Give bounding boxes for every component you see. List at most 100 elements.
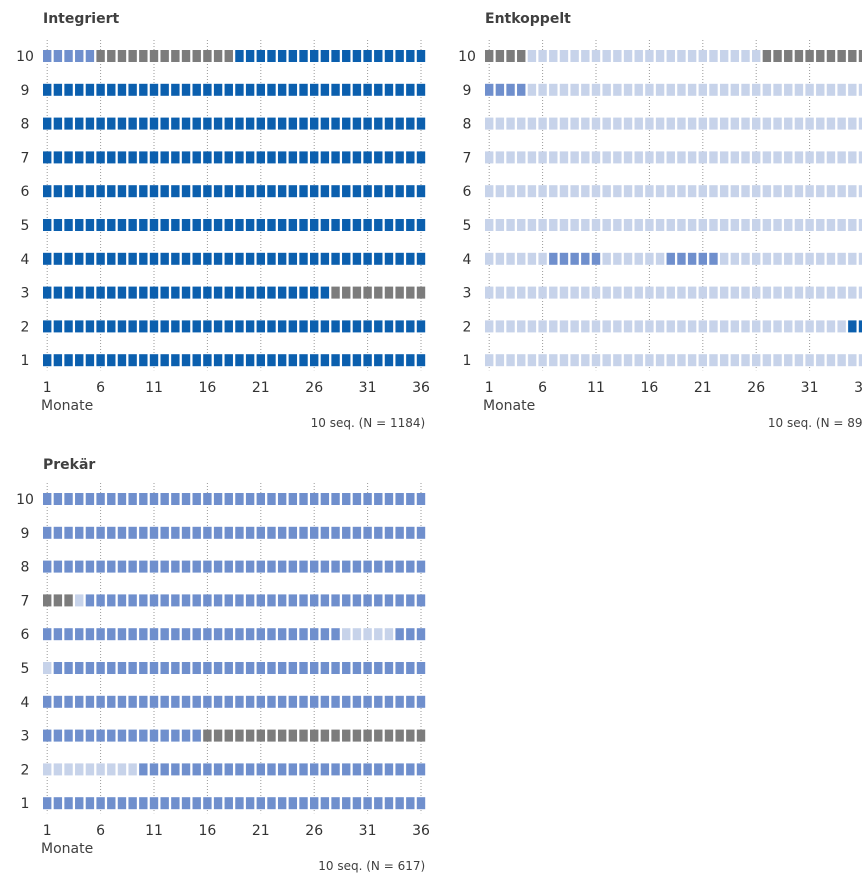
sequence-cell-mid [320, 594, 330, 607]
sequence-cell-dark [256, 320, 265, 333]
sequence-cell-grey [235, 729, 244, 742]
sequence-cell-dark [149, 286, 159, 299]
x-tick-label: 6 [96, 380, 105, 396]
sequence-cell-dark [213, 320, 223, 333]
sequence-cell-dark [139, 354, 148, 367]
sequence-cell-light [794, 354, 804, 367]
sequence-cell-dark [342, 320, 351, 333]
sequence-cell-dark [117, 252, 127, 265]
sequence-cell-dark [149, 117, 159, 130]
sequence-cell-dark [277, 219, 287, 231]
sequence-cell-mid [384, 662, 394, 674]
sequence-cell-light [96, 763, 105, 776]
sequence-cell-light [762, 117, 772, 130]
sequence-cell-mid [75, 560, 84, 573]
sequence-cell-dark [352, 83, 362, 96]
sequence-cell-dark [256, 185, 265, 198]
sequence-cell-dark [107, 286, 116, 299]
sequence-cell-dark [245, 219, 255, 231]
sequence-cell-mid [352, 594, 362, 607]
sequence-cell-mid [320, 763, 330, 776]
sequence-cell-light [517, 219, 526, 231]
sequence-cell-dark [75, 354, 84, 367]
sequence-cell-dark [203, 354, 212, 367]
sequence-cell-grey [192, 50, 201, 62]
row-label: 3 [21, 729, 30, 745]
sequence-cell-light [848, 83, 857, 96]
sequence-cell-mid [331, 628, 340, 641]
sequence-cell-grey [762, 50, 772, 62]
sequence-cell-light [848, 286, 857, 299]
sequence-cell-mid [363, 695, 372, 708]
sequence-cell-dark [192, 320, 201, 333]
sequence-cell-dark [53, 83, 63, 96]
sequence-cell-light [730, 185, 740, 198]
sequence-cell-mid [310, 493, 319, 505]
sequence-cell-dark [107, 151, 116, 164]
sequence-cell-light [495, 219, 505, 231]
sequence-cell-dark [395, 151, 404, 164]
sequence-cell-light [816, 354, 825, 367]
sequence-cell-light [826, 219, 836, 231]
sequence-cell-mid [406, 662, 415, 674]
sequence-cell-mid [139, 695, 148, 708]
sequence-cell-dark [181, 151, 191, 164]
sequence-cell-mid [85, 662, 95, 674]
sequence-cell-mid [128, 797, 137, 810]
sequence-cell-mid [374, 526, 383, 539]
sequence-cell-mid [96, 493, 105, 505]
sequence-cell-light [538, 151, 547, 164]
sequence-cell-dark [96, 286, 105, 299]
sequence-cell-grey [171, 50, 180, 62]
sequence-cell-mid [64, 695, 73, 708]
sequence-cell-dark [267, 185, 276, 198]
sequence-cell-light [527, 320, 537, 333]
sequence-cell-dark [342, 50, 351, 62]
sequence-cell-dark [117, 151, 127, 164]
row-label: 9 [21, 526, 30, 542]
sequence-cell-dark [64, 354, 73, 367]
sequence-cell-mid [107, 695, 116, 708]
sequence-cell-mid [96, 695, 105, 708]
sequence-cell-mid [235, 493, 244, 505]
sequence-cell-light [730, 219, 740, 231]
sequence-cell-dark [320, 252, 330, 265]
row-label: 7 [463, 150, 472, 166]
sequence-cell-mid [149, 628, 159, 641]
sequence-cell-dark [171, 320, 180, 333]
sequence-cell-dark [342, 117, 351, 130]
sequence-cell-light [613, 252, 622, 265]
sequence-cell-dark [160, 354, 169, 367]
sequence-cell-mid [117, 560, 127, 573]
sequence-cell-mid [213, 594, 223, 607]
sequence-cell-light [698, 354, 707, 367]
sequence-cell-light [848, 219, 857, 231]
sequence-cell-mid [331, 695, 340, 708]
sequence-cell-light [805, 83, 814, 96]
sequence-cell-light [784, 286, 793, 299]
sequence-cell-light [645, 117, 654, 130]
sequence-cell-mid [85, 729, 95, 742]
sequence-cell-light [549, 219, 558, 231]
sequence-cell-light [570, 117, 579, 130]
sequence-cell-dark [192, 354, 201, 367]
sequence-cell-dark [203, 252, 212, 265]
sequence-cell-mid [85, 493, 95, 505]
sequence-cell-dark [192, 151, 201, 164]
sequence-cell-mid [181, 763, 191, 776]
sequence-cell-light [495, 185, 505, 198]
sequence-cell-dark [213, 252, 223, 265]
sequence-cell-light [858, 185, 862, 198]
sequence-cell-light [559, 50, 569, 62]
sequence-cell-dark [171, 83, 180, 96]
sequence-cell-mid [160, 797, 169, 810]
sequence-cell-dark [310, 286, 319, 299]
sequence-cell-mid [64, 560, 73, 573]
sequence-cell-mid [245, 526, 255, 539]
sequence-cell-mid [85, 594, 95, 607]
sequence-cell-light [613, 354, 622, 367]
sequence-cell-dark [374, 185, 383, 198]
sequence-cell-dark [117, 117, 127, 130]
sequence-cell-light [730, 252, 740, 265]
sequence-cell-dark [384, 320, 394, 333]
